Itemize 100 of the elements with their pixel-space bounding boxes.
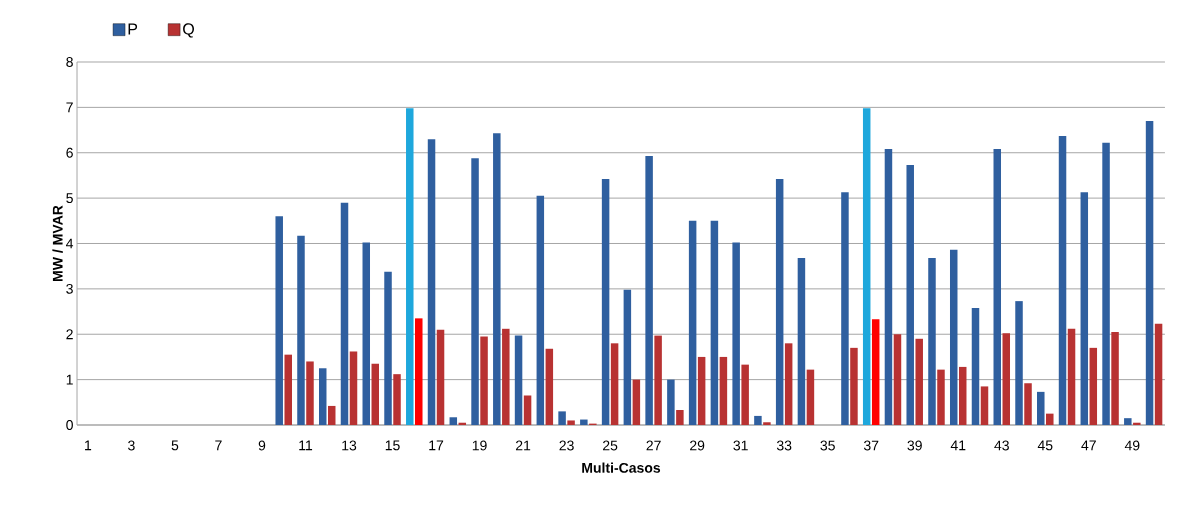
x-axis-title: Multi-Casos	[582, 462, 661, 473]
bar	[284, 354, 292, 425]
bar	[884, 149, 893, 425]
y-tick-label: 3	[66, 283, 73, 294]
bar	[558, 411, 566, 425]
bar	[349, 351, 358, 425]
bar	[340, 202, 349, 425]
bar	[536, 195, 545, 425]
bar	[523, 395, 532, 425]
bar	[1154, 323, 1163, 425]
bar	[514, 335, 523, 425]
x-tick-label: 7	[215, 440, 222, 451]
bar	[958, 366, 967, 425]
x-tick-label: 33	[776, 440, 792, 451]
bar	[480, 336, 488, 425]
bar	[850, 347, 858, 425]
x-tick-label: 3	[128, 440, 135, 451]
x-tick-label: 9	[258, 440, 266, 451]
bar	[1015, 301, 1023, 425]
bar	[1089, 347, 1098, 425]
bar	[610, 343, 619, 425]
legend-label: P	[128, 23, 138, 35]
bar	[406, 108, 414, 425]
bar	[297, 235, 305, 425]
x-tick-label: 25	[603, 440, 618, 451]
bar	[1024, 383, 1032, 425]
bar	[1058, 135, 1067, 425]
bar	[1037, 391, 1045, 425]
bar	[915, 338, 923, 425]
x-tick-label: 27	[646, 440, 661, 451]
bar	[1067, 328, 1076, 425]
x-tick-label: 15	[385, 440, 400, 451]
x-tick-label: 47	[1081, 440, 1096, 451]
bar	[427, 139, 436, 425]
bar	[1111, 331, 1119, 425]
x-tick-label: 41	[950, 440, 966, 451]
bar	[1133, 422, 1141, 425]
bar	[449, 417, 458, 425]
bar	[741, 364, 749, 425]
bar	[632, 379, 641, 425]
bar	[688, 220, 697, 425]
x-tick-label: 23	[559, 440, 574, 451]
bar	[928, 258, 936, 425]
bar	[362, 242, 371, 425]
y-tick-label: 2	[66, 329, 73, 340]
bar	[623, 289, 632, 425]
y-axis-title: MW / MVAR	[52, 205, 63, 281]
bar	[784, 343, 793, 425]
bar	[775, 179, 784, 425]
bar	[763, 422, 771, 425]
bar	[306, 361, 314, 425]
bar	[502, 328, 510, 425]
y-tick-label: 4	[66, 238, 74, 249]
y-tick-label: 6	[66, 147, 73, 158]
y-tick-label: 7	[66, 102, 73, 113]
bar	[1002, 333, 1011, 425]
bar	[436, 329, 445, 425]
x-tick-label: 39	[907, 440, 922, 451]
bar	[949, 249, 958, 425]
bar	[645, 155, 653, 425]
bar	[580, 419, 588, 425]
bar	[384, 271, 392, 425]
bar	[806, 369, 815, 425]
y-tick-label: 1	[66, 374, 73, 385]
x-tick-label: 43	[994, 440, 1009, 451]
bar	[862, 108, 871, 425]
x-tick-label: 13	[342, 440, 357, 451]
bar	[971, 307, 980, 425]
bar	[654, 335, 662, 425]
bar	[937, 369, 945, 425]
bar	[797, 258, 806, 425]
x-tick-label: 45	[1037, 440, 1053, 451]
bar	[697, 356, 706, 425]
bar	[415, 318, 423, 425]
bar	[893, 334, 902, 425]
bar	[710, 220, 719, 425]
bar	[993, 149, 1002, 425]
bar	[371, 363, 380, 425]
x-tick-label: 11	[299, 440, 313, 451]
y-tick-label: 0	[66, 420, 73, 430]
bar	[732, 242, 740, 425]
bar	[667, 379, 675, 425]
y-tick-label: 8	[66, 57, 73, 67]
bar	[275, 216, 283, 425]
bar	[567, 420, 575, 425]
bar	[493, 133, 501, 425]
bar	[1102, 142, 1110, 425]
bar	[871, 319, 880, 425]
x-tick-label: 1	[85, 440, 92, 451]
bar	[676, 410, 684, 425]
x-tick-label: 21	[515, 440, 531, 451]
x-tick-label: 5	[171, 440, 179, 451]
bar	[980, 386, 989, 425]
x-tick-label: 49	[1124, 440, 1140, 451]
x-tick-label: 17	[429, 440, 444, 451]
bar	[545, 348, 554, 425]
x-tick-label: 31	[733, 440, 748, 451]
bar	[1124, 418, 1132, 425]
y-tick-label: 5	[66, 193, 73, 204]
x-tick-label: 37	[863, 440, 879, 451]
